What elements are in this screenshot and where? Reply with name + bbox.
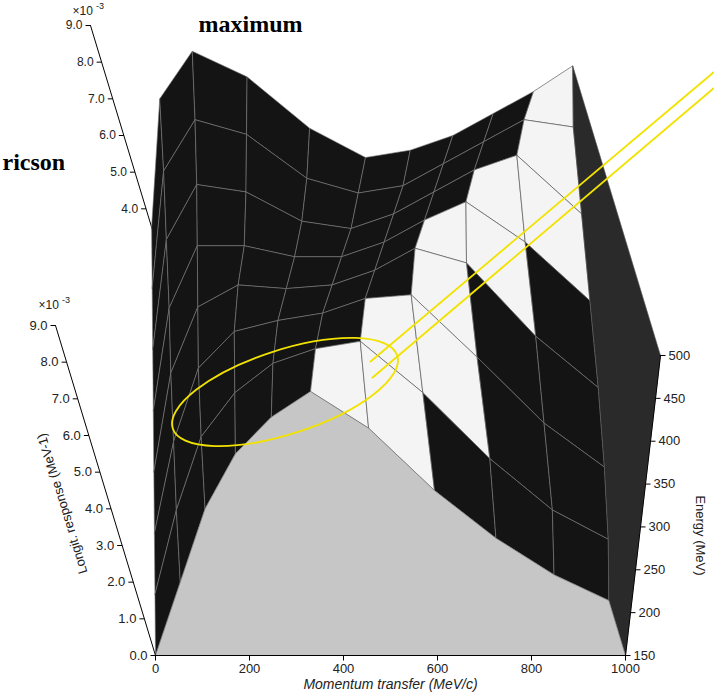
svg-text:9.0: 9.0 xyxy=(66,18,83,32)
svg-text:8.0: 8.0 xyxy=(77,55,94,69)
svg-text:0: 0 xyxy=(152,661,159,676)
svg-text:0.0: 0.0 xyxy=(129,648,147,663)
svg-text:8.0: 8.0 xyxy=(41,354,59,369)
svg-text:6.0: 6.0 xyxy=(63,428,81,443)
svg-text:Longit. response (MeV-1): Longit. response (MeV-1) xyxy=(34,432,91,576)
svg-text:maximum: maximum xyxy=(199,11,303,37)
svg-text:1.0: 1.0 xyxy=(118,611,136,626)
svg-text:200: 200 xyxy=(239,661,261,676)
svg-text:Momentum transfer (MeV/c): Momentum transfer (MeV/c) xyxy=(303,676,477,692)
svg-text:×10: ×10 xyxy=(39,298,60,312)
svg-text:250: 250 xyxy=(644,562,666,577)
svg-text:150: 150 xyxy=(634,648,656,663)
svg-text:4.0: 4.0 xyxy=(121,202,138,216)
svg-text:-3: -3 xyxy=(96,1,104,11)
svg-text:400: 400 xyxy=(333,661,355,676)
svg-text:200: 200 xyxy=(639,605,661,620)
svg-text:6.0: 6.0 xyxy=(99,128,116,142)
svg-text:7.0: 7.0 xyxy=(52,391,70,406)
svg-text:2.0: 2.0 xyxy=(107,574,125,589)
svg-text:ricson: ricson xyxy=(3,149,66,175)
svg-text:400: 400 xyxy=(659,433,681,448)
svg-text:300: 300 xyxy=(649,519,671,534)
svg-text:Energy (MeV): Energy (MeV) xyxy=(693,495,708,575)
svg-text:350: 350 xyxy=(654,476,676,491)
svg-text:450: 450 xyxy=(664,391,686,406)
svg-text:600: 600 xyxy=(427,661,449,676)
svg-text:4.0: 4.0 xyxy=(85,501,103,516)
svg-text:7.0: 7.0 xyxy=(88,92,105,106)
svg-text:×10: ×10 xyxy=(73,4,94,18)
svg-text:800: 800 xyxy=(521,661,543,676)
svg-text:500: 500 xyxy=(669,348,691,363)
svg-text:-3: -3 xyxy=(62,295,70,305)
svg-text:5.0: 5.0 xyxy=(74,464,92,479)
svg-text:9.0: 9.0 xyxy=(29,318,47,333)
svg-text:5.0: 5.0 xyxy=(110,165,127,179)
svg-text:3.0: 3.0 xyxy=(96,538,114,553)
svg-text:1000: 1000 xyxy=(611,661,640,676)
